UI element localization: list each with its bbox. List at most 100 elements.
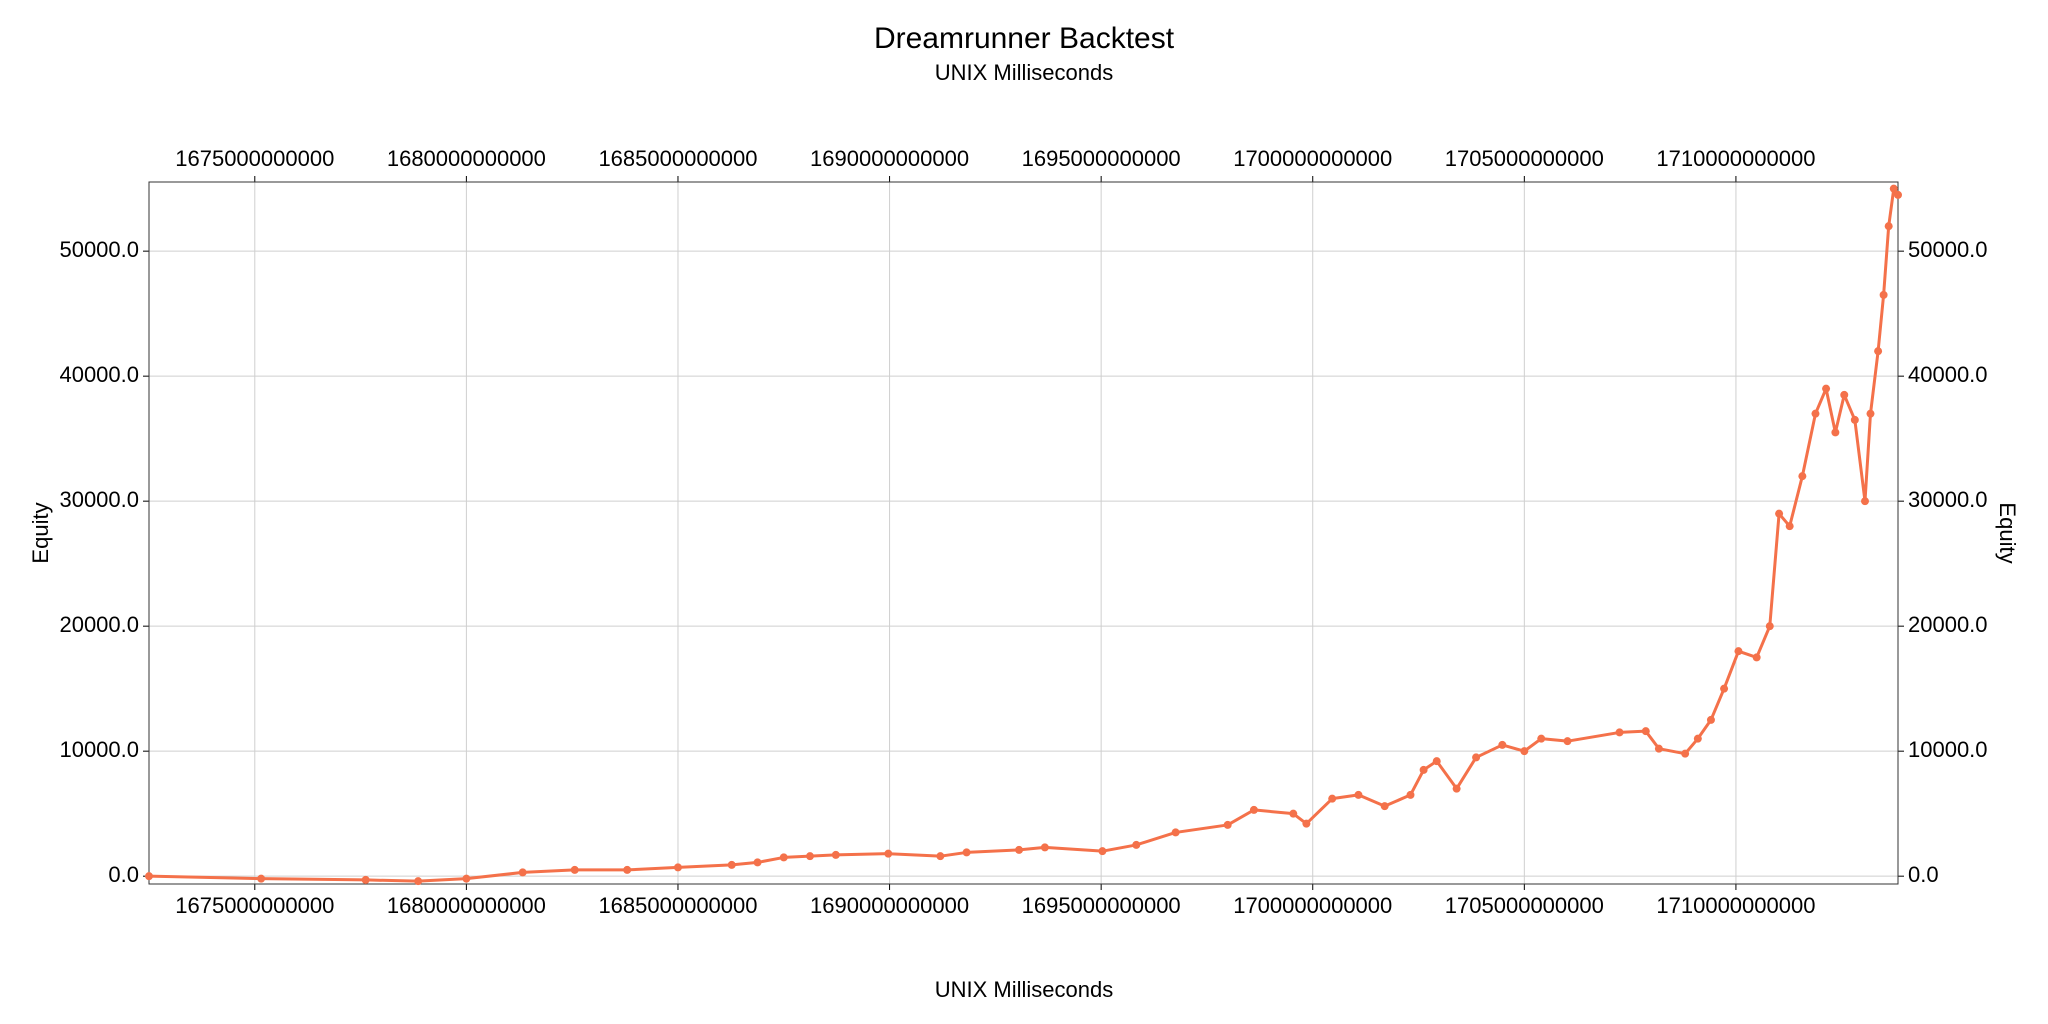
x-top-tick-label: 1685000000000	[598, 146, 757, 171]
data-point	[1785, 522, 1794, 531]
data-point	[1537, 734, 1546, 743]
x-axis-label: UNIX Milliseconds	[935, 977, 1114, 1002]
data-point	[1874, 347, 1883, 356]
data-point	[1520, 747, 1529, 756]
data-point	[1472, 753, 1481, 762]
data-point	[1015, 845, 1024, 854]
data-point	[806, 852, 815, 861]
data-point	[1693, 734, 1702, 743]
x-top-tick-label: 1700000000000	[1233, 146, 1392, 171]
data-point	[1822, 384, 1831, 393]
data-point	[1840, 390, 1849, 399]
data-point	[962, 848, 971, 857]
data-point	[936, 852, 945, 861]
data-point	[1811, 409, 1820, 418]
data-point	[1249, 805, 1258, 814]
data-point	[518, 868, 527, 877]
data-point	[1419, 765, 1428, 774]
x-top-tick-label: 1680000000000	[387, 146, 546, 171]
chart-title: Dreamrunner Backtest	[874, 22, 1175, 55]
data-point	[1889, 184, 1898, 193]
data-point	[1879, 290, 1888, 299]
x-top-tick-label: 1705000000000	[1445, 146, 1604, 171]
y-tick-label: 10000.0	[59, 737, 139, 762]
y-tick-label: 50000.0	[59, 237, 139, 262]
y2-axis-label: Equity	[1995, 502, 2020, 563]
data-point	[1432, 757, 1441, 766]
x-tick-label: 1705000000000	[1445, 893, 1604, 918]
y-tick-label: 40000.0	[59, 362, 139, 387]
data-point	[673, 863, 682, 872]
y2-tick-label: 10000.0	[1908, 737, 1988, 762]
x-tick-label: 1710000000000	[1656, 893, 1815, 918]
data-point	[753, 858, 762, 867]
y-axis-label: Equity	[28, 502, 53, 563]
y2-tick-label: 30000.0	[1908, 487, 1988, 512]
x-tick-label: 1680000000000	[387, 893, 546, 918]
data-point	[1641, 727, 1650, 736]
data-point	[1328, 794, 1337, 803]
y2-tick-label: 50000.0	[1908, 237, 1988, 262]
y2-tick-label: 40000.0	[1908, 362, 1988, 387]
data-point	[1720, 684, 1729, 693]
data-point	[1775, 509, 1784, 518]
data-point	[1354, 790, 1363, 799]
data-point	[1894, 190, 1902, 199]
data-point	[414, 877, 423, 886]
x-tick-label: 1690000000000	[810, 893, 969, 918]
data-point	[1831, 428, 1840, 437]
data-point	[1884, 222, 1893, 231]
data-point	[1302, 819, 1311, 828]
data-point	[1860, 497, 1869, 506]
x-tick-label: 1695000000000	[1022, 893, 1181, 918]
y-tick-label: 30000.0	[59, 487, 139, 512]
data-point	[1654, 744, 1663, 753]
y2-tick-label: 20000.0	[1908, 612, 1988, 637]
data-point	[1681, 749, 1690, 758]
data-point	[1734, 647, 1743, 656]
data-point	[1752, 653, 1761, 662]
y-tick-label: 0.0	[108, 862, 139, 887]
data-point	[1380, 802, 1389, 811]
data-point	[1289, 809, 1298, 818]
y-tick-label: 20000.0	[59, 612, 139, 637]
data-point	[1798, 472, 1807, 481]
data-point	[727, 860, 736, 869]
data-point	[1171, 828, 1180, 837]
data-point	[1132, 840, 1141, 849]
data-point	[623, 865, 632, 874]
x-top-tick-label: 1710000000000	[1656, 146, 1815, 171]
chart-subtitle: UNIX Milliseconds	[935, 60, 1114, 85]
y2-tick-label: 0.0	[1908, 862, 1939, 887]
data-point	[1563, 737, 1572, 746]
data-point	[884, 849, 893, 858]
x-tick-label: 1675000000000	[175, 893, 334, 918]
plot-frame	[148, 181, 1899, 885]
data-point	[1452, 784, 1461, 793]
data-point	[257, 874, 266, 883]
data-point	[779, 853, 788, 862]
x-top-tick-label: 1675000000000	[175, 146, 334, 171]
x-tick-label: 1685000000000	[598, 893, 757, 918]
data-point	[1098, 847, 1107, 856]
data-point	[1498, 740, 1507, 749]
data-point	[1765, 622, 1774, 631]
data-point	[1866, 409, 1875, 418]
data-point	[570, 865, 579, 874]
data-point	[462, 874, 471, 883]
x-top-tick-label: 1695000000000	[1022, 146, 1181, 171]
data-point	[361, 875, 370, 884]
data-point	[145, 872, 153, 881]
data-point	[1040, 843, 1049, 852]
data-point	[1406, 790, 1415, 799]
data-point	[1223, 820, 1232, 829]
data-point	[1850, 415, 1859, 424]
x-top-tick-label: 1690000000000	[810, 146, 969, 171]
data-point	[1615, 728, 1624, 737]
x-tick-label: 1700000000000	[1233, 893, 1392, 918]
data-point	[831, 850, 840, 859]
data-point	[1706, 715, 1715, 724]
